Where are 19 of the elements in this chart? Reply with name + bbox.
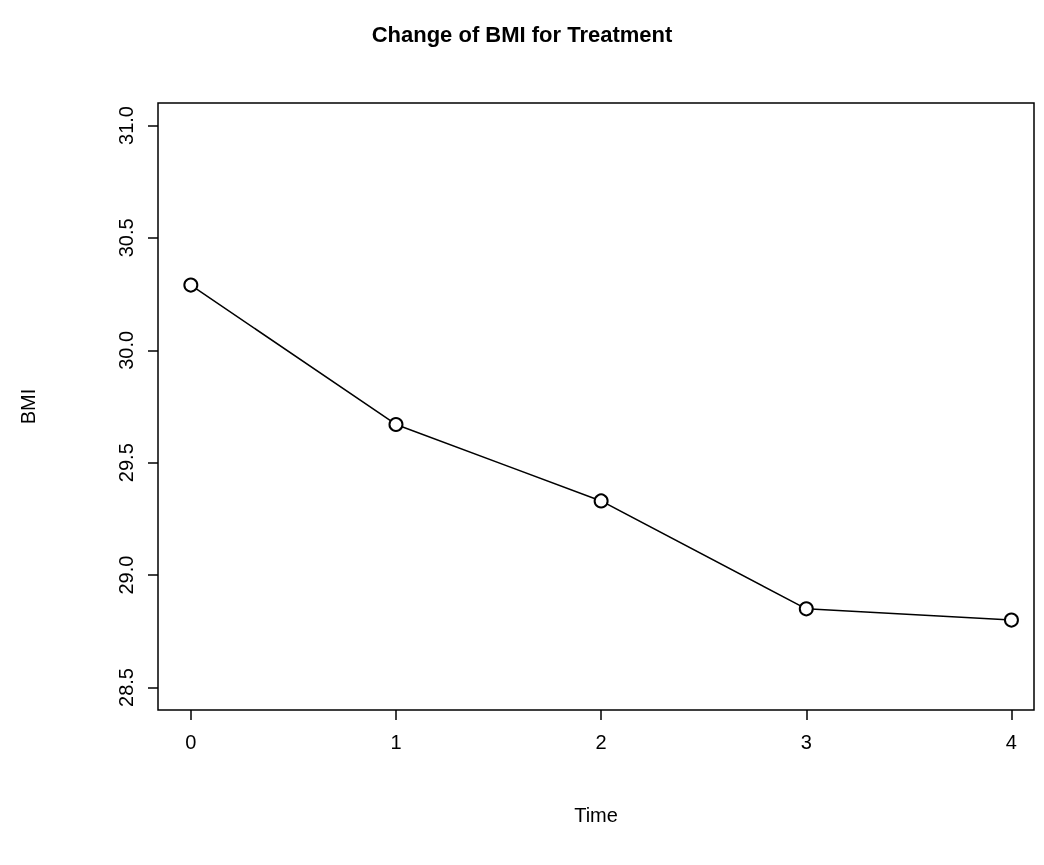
point [593,493,609,509]
y-tick-label: 31.0 [115,106,137,145]
x-tick-label: 0 [185,731,197,753]
chart-title: Change of BMI for Treatment [371,21,674,47]
point [798,601,814,617]
x-axis-title: Time [574,804,618,826]
x-tick-label: 4 [1005,731,1017,753]
x-tick-label: 3 [800,731,812,753]
y-axis-title: BMI [17,388,39,425]
y-tick-label: 28.5 [115,668,137,707]
y-tick-label: 30.0 [115,330,137,370]
y-tick-label: 29.5 [115,443,137,483]
x-tick-label: 1 [390,731,402,753]
point [1003,612,1019,628]
y-tick-label: 29.0 [115,555,137,595]
x-tick-label: 2 [595,731,607,753]
point [183,277,199,293]
point [388,416,404,432]
y-tick-label: 30.5 [115,218,137,258]
